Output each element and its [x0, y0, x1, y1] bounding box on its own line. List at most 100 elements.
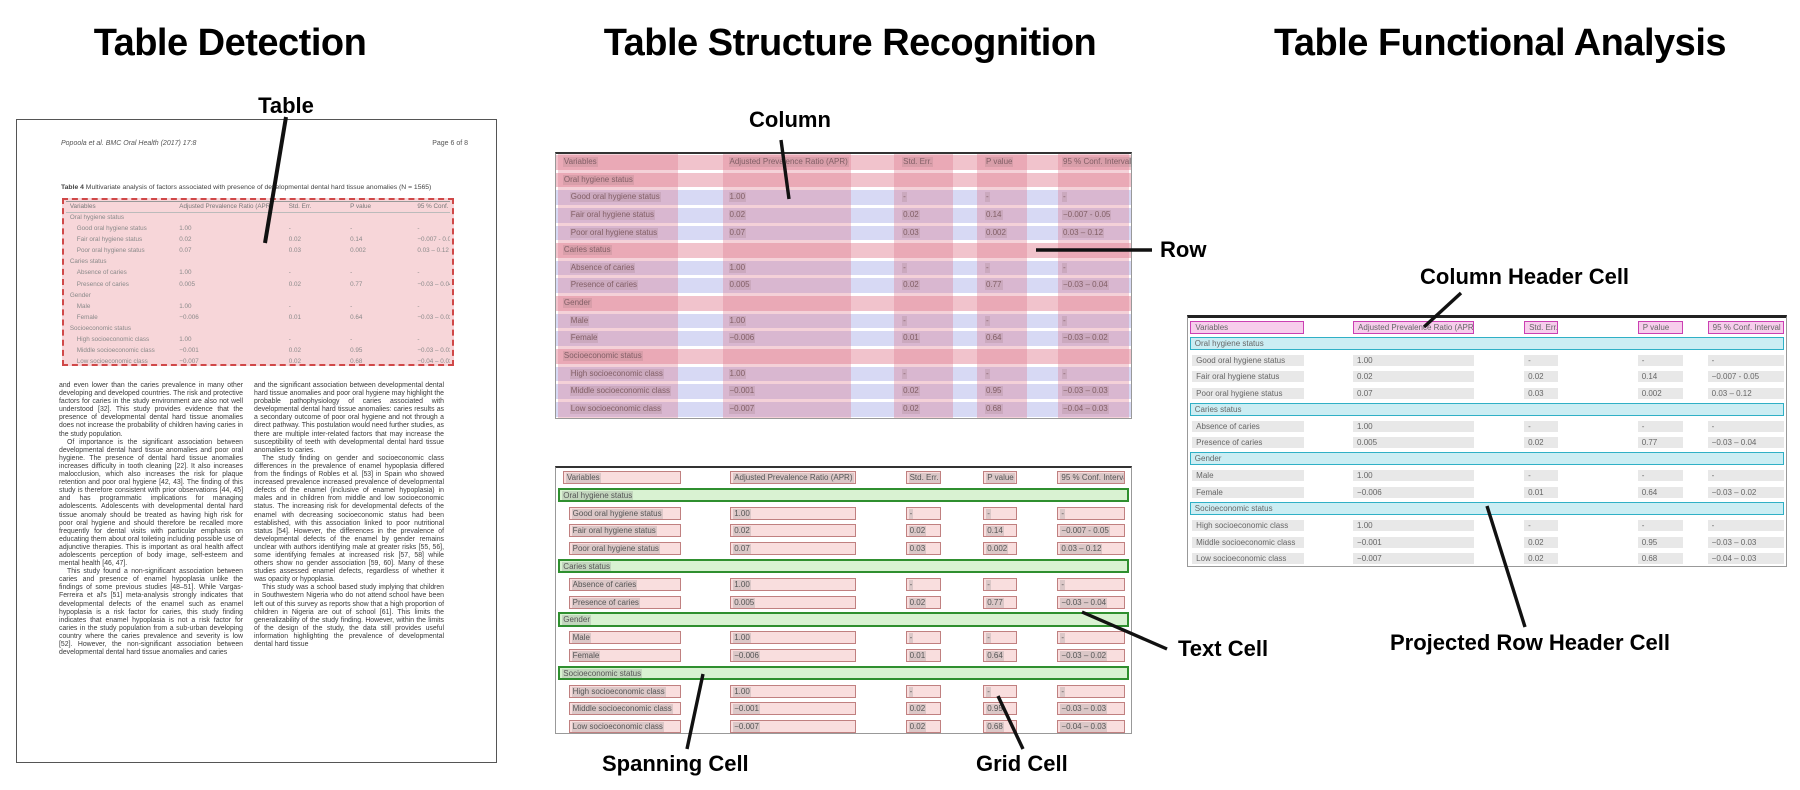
- cell-text: 1.00: [733, 579, 751, 590]
- table-row: Presence of caries 0.005 0.02 0.77 −0.03 – 0…: [556, 278, 1131, 294]
- table-cell: 0.02: [902, 403, 920, 414]
- table-row: Socioeconomic status: [1188, 501, 1786, 518]
- text-cell: Absence of caries: [1192, 420, 1304, 432]
- grid-cell: Good oral hygiene status: [568, 506, 682, 520]
- table-cell: 0.002: [984, 227, 1007, 238]
- cell-text: Presence of caries: [571, 597, 640, 608]
- grid-cell: Poor oral hygiene status: [568, 542, 682, 556]
- section-cell: Gender: [562, 298, 592, 309]
- table-row: Socioeconomic status: [66, 324, 450, 335]
- cell-text: −0.007: [1357, 554, 1382, 564]
- table-cell: 1.00: [728, 368, 747, 379]
- table-cell: −0.001: [728, 386, 756, 397]
- table-cell: -: [288, 269, 291, 277]
- cell-text: -: [986, 508, 991, 519]
- table-cell: -: [902, 315, 907, 326]
- text-cell: 0.95: [1637, 536, 1684, 548]
- body-paragraph: Of importance is the significant associa…: [59, 438, 243, 568]
- cell-text: Std. Err.: [1529, 323, 1558, 332]
- table-cell: 1.00: [179, 269, 192, 277]
- grid-cell: -: [983, 506, 1017, 520]
- grid-cell: Std. Err.: [905, 471, 942, 484]
- cell-text: 1.00: [1357, 421, 1373, 431]
- table-row: Middle socioeconomic class −0.001 0.02 0.95…: [66, 346, 450, 357]
- grid-cell: −0.03 – 0.04: [1057, 595, 1126, 609]
- table-cell: 0.01: [288, 313, 301, 321]
- cell-text: -: [1060, 508, 1066, 519]
- text-cell: 0.68: [1637, 553, 1684, 565]
- callout-label-table: Table: [258, 93, 314, 118]
- text-cell: -: [1637, 470, 1684, 482]
- table-cell: −0.03 – 0.02: [417, 313, 450, 321]
- cell-text: Presence of caries: [1196, 438, 1263, 448]
- column-header-cell: Variables: [1190, 321, 1304, 334]
- cell-text: −0.04 – 0.03: [1711, 554, 1757, 564]
- grid-cell: High socioeconomic class: [568, 684, 682, 698]
- table-cell: Presence of caries: [569, 280, 639, 291]
- header-cell: Std. Err.: [902, 157, 934, 167]
- cell-text: 0.02: [1357, 372, 1373, 382]
- cell-text: Female: [1196, 487, 1223, 497]
- cell-text: 0.01: [1528, 487, 1544, 497]
- table-cell: 0.02: [288, 347, 301, 355]
- spanning-cell: Oral hygiene status: [558, 487, 1129, 503]
- table-cell: Low socioeconomic class: [569, 403, 663, 414]
- cell-text: 0.02: [1528, 537, 1544, 547]
- cell-text: 0.002: [986, 544, 1009, 555]
- table-cell: −0.006: [179, 313, 199, 321]
- cell-text: −0.03 – 0.03: [1060, 704, 1108, 715]
- table-cell: 0.03 – 0.12: [1062, 227, 1105, 238]
- grid-cell: -: [905, 506, 942, 520]
- grid-cell: -: [905, 684, 942, 698]
- grid-cell: −0.03 – 0.02: [1057, 648, 1126, 662]
- section-cell: Oral hygiene status: [562, 174, 634, 185]
- table-cell: −0.03 – 0.04: [1062, 280, 1109, 291]
- table-row: Low socioeconomic class −0.007 0.02 0.68 −0.…: [556, 401, 1131, 417]
- text-cell: Poor oral hygiene status: [1192, 387, 1304, 399]
- table-row: Low socioeconomic class −0.007 0.02 0.68 −0.…: [66, 357, 450, 368]
- cell-text: 1.00: [733, 633, 751, 644]
- grid-cell: 0.68: [983, 720, 1017, 734]
- table-row: Poor oral hygiene status 0.07 0.03 0.002 0.0…: [66, 246, 450, 257]
- cell-text: −0.007 - 0.05: [1711, 372, 1760, 382]
- table-row: Male 1.00 - - -: [66, 302, 450, 313]
- table-cell: 0.02: [902, 386, 920, 397]
- section-row: Socioeconomic status: [556, 349, 1131, 364]
- cell-text: Fair oral hygiene status: [1196, 372, 1280, 382]
- text-cell: 1.00: [1353, 354, 1474, 366]
- cell-text: −0.007: [733, 722, 760, 733]
- table-cell: −0.007 - 0.05: [417, 236, 450, 244]
- cell-text: -: [908, 508, 914, 519]
- table-caption-label: Table 4: [61, 184, 84, 191]
- table-row: Male 1.00 - - -: [556, 629, 1131, 647]
- grid-cell: 0.02: [905, 595, 942, 609]
- table-cell: Poor oral hygiene status: [569, 227, 659, 238]
- table-cell: −0.006: [728, 333, 756, 344]
- cell-text: −0.03 – 0.04: [1711, 438, 1757, 448]
- cell-text: −0.03 – 0.02: [1060, 650, 1108, 661]
- table-row: Female −0.006 0.01 0.64 −0.03 – 0.02: [556, 647, 1131, 665]
- grid-cell: Fair oral hygiene status: [568, 524, 682, 538]
- cell-text: Absence of caries: [1196, 421, 1260, 431]
- text-cell: 0.005: [1353, 437, 1474, 449]
- cell-text: Male: [571, 633, 591, 644]
- projected-row-header-cell: Caries status: [1189, 402, 1785, 416]
- table-row: Male 1.00 - - -: [1188, 468, 1786, 485]
- section-cell: Gender: [69, 291, 91, 299]
- cell-text: 1.00: [1357, 521, 1373, 531]
- callout-label-text-cell: Text Cell: [1178, 636, 1269, 661]
- body-paragraph: This study found a non-significant assoc…: [59, 568, 243, 657]
- grid-cell: 0.02: [905, 702, 942, 716]
- cell-text: 0.77: [1641, 438, 1658, 448]
- table-cell: 0.95: [984, 386, 1003, 397]
- table-row: High socioeconomic class 1.00 - - -: [556, 683, 1131, 701]
- text-cell: -: [1707, 520, 1785, 532]
- table-cell: 1.00: [179, 336, 192, 344]
- table-header-row: Variables Adjusted Prevalence Ratio (APR)…: [556, 155, 1133, 170]
- cell-text: 1.00: [733, 508, 751, 519]
- table-cell: Poor oral hygiene status: [76, 247, 145, 255]
- document-running-header: Popoola et al. BMC Oral Health (2017) 17…: [61, 140, 197, 147]
- cell-text: 0.95: [1641, 537, 1658, 547]
- table-cell: -: [1062, 368, 1067, 379]
- text-cell: -: [1524, 470, 1558, 482]
